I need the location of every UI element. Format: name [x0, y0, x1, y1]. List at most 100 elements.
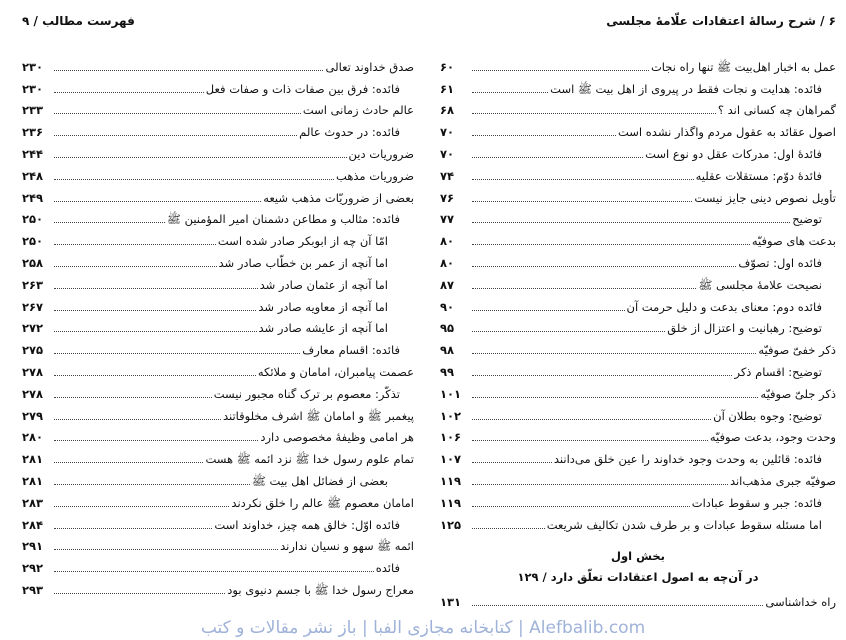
dot-leader [472, 244, 750, 246]
entry-page-number: ۲۷۸ [22, 364, 44, 379]
entry-title: ذکر جلیّ صوفیّه [760, 386, 836, 401]
entry-title: فائدهٔ اول: مدرکات عقل دو نوع است [645, 146, 822, 161]
dot-leader [472, 178, 694, 180]
entry-page-number: ۶۸ [440, 103, 455, 118]
toc-entry: اما آنچه از عایشه صادر شد ۲۷۲ [22, 314, 414, 335]
dot-leader [472, 91, 549, 93]
entry-title: تأویل نصوص دینی جایز نیست [694, 190, 836, 205]
entry-title: فائده: فرق بین صفات ذات و صفات فعل [205, 81, 400, 96]
entry-title: پیغمبر ﷺ و امامان ﷺ اشرف مخلوقاتند [222, 408, 414, 423]
entry-title: فائده: اقسام معارف [302, 343, 400, 358]
dot-leader [54, 200, 262, 202]
entry-title: توضیح [792, 212, 822, 227]
entry-title: فائده دوم: معنای بدعت و دلیل حرمت آن [626, 299, 823, 314]
entry-title: عمل به اخبار اهل‌بیت ﷺ تنها راه نجات [650, 59, 836, 74]
toc-entry: فائده اوّل: خالق همه چیز، خداوند است ۲۸۴ [22, 510, 414, 532]
toc-entry: فائده ۲۹۲ [22, 553, 414, 575]
entry-page-number: ۲۹۳ [22, 582, 44, 597]
dot-leader [472, 440, 708, 442]
entry-page-number: ۶۰ [440, 59, 455, 74]
dot-leader [54, 374, 256, 376]
entry-title: فائده: قائلین به وحدت وجود خداوند را عین… [553, 452, 822, 467]
toc-entry: راه خداشناسی ۱۳۱ [440, 588, 836, 609]
toc-entry: فائدهٔ دوّم: مستقلات عقلیه ۷۴ [440, 161, 836, 183]
dot-leader [54, 483, 250, 485]
toc-entry: فائده: جبر و سقوط عبادات ۱۱۹ [440, 488, 836, 510]
entry-page-number: ۲۸۰ [22, 430, 44, 445]
right-page: ۶ / شرح رسالهٔ اعتقادات علّامهٔ مجلسی عم… [440, 0, 836, 640]
entry-page-number: ۱۱۹ [440, 473, 462, 488]
entry-page-number: ۲۳۶ [22, 125, 44, 140]
dot-leader [54, 287, 258, 289]
dot-leader [54, 505, 230, 507]
entry-title: فائده: در حدوث عالم [299, 125, 400, 140]
entry-title: توضیح: رهبانیت و اعتزال از خلق [667, 321, 822, 336]
entry-title: فائده: جبر و سقوط عبادات [691, 495, 822, 510]
entry-page-number: ۲۵۰ [22, 212, 44, 227]
toc-entry: فائدهٔ اول: مدرکات عقل دو نوع است ۷۰ [440, 139, 836, 161]
entry-page-number: ۹۵ [440, 321, 455, 336]
dot-leader [472, 527, 545, 529]
entry-title: نصیحت علامهٔ مجلسی ﷺ [698, 277, 822, 292]
entry-page-number: ۲۳۳ [22, 103, 44, 118]
dot-leader [472, 222, 791, 224]
dot-leader [472, 331, 666, 333]
entry-page-number: ۲۴۸ [22, 168, 44, 183]
entry-title: صدق خداوند تعالی [325, 59, 414, 74]
entry-page-number: ۲۸۱ [22, 452, 44, 467]
entry-title: اما آنچه از معاویه صادر شد [258, 299, 388, 314]
entry-page-number: ۱۲۵ [440, 517, 462, 532]
dot-leader [54, 69, 324, 71]
dot-leader [54, 571, 374, 573]
dot-leader [54, 156, 347, 158]
entry-page-number: ۱۰۱ [440, 386, 462, 401]
entry-title: معراج رسول خدا ﷺ با جسم دنیوی بود [227, 582, 414, 597]
dot-leader [472, 113, 716, 115]
toc-entry: بعضی از ضروریّات مذهب شیعه ۲۴۹ [22, 183, 414, 205]
toc-entry: فائده دوم: معنای بدعت و دلیل حرمت آن ۹۰ [440, 292, 836, 314]
dot-leader [472, 462, 552, 464]
toc-entry: توضیح: وجوه بطلان آن ۱۰۲ [440, 401, 836, 423]
toc-entry: ضروریات دین ۲۴۴ [22, 139, 414, 161]
entry-title: اما آنچه از عمر بن خطّاب صادر شد [218, 255, 388, 270]
entry-title: تذکّر: معصوم بر ترک گناه مجبور نیست [213, 386, 400, 401]
toc-entry: اصول عقائد به عقول مردم واگذار نشده است ۷… [440, 117, 836, 139]
entry-page-number: ۸۰ [440, 234, 455, 249]
toc-entry: فائده: فرق بین صفات ذات و صفات فعل ۲۳۰ [22, 74, 414, 96]
entry-page-number: ۲۴۹ [22, 190, 44, 205]
entry-title: ذکر خفیّ صوفیّه [758, 343, 836, 358]
entry-page-number: ۱۰۲ [440, 408, 462, 423]
toc-entry: تمام علوم رسول خدا ﷺ نزد ائمه ﷺ هست ۲۸۱ [22, 444, 414, 466]
toc-entry: توضیح: اقسام ذکر ۹۹ [440, 357, 836, 379]
entry-title: هر امامی وظیفهٔ مخصوصی دارد [260, 430, 414, 445]
entry-title: فائده: هدایت و نجات فقط در پیروی از اهل … [550, 81, 822, 96]
dot-leader [472, 265, 737, 267]
dot-leader [472, 605, 764, 607]
entry-page-number: ۲۷۸ [22, 386, 44, 401]
entry-title: فائده: مثالب و مطاعن دشمنان امیر المؤمنی… [167, 212, 400, 227]
toc-entry: تذکّر: معصوم بر ترک گناه مجبور نیست ۲۷۸ [22, 379, 414, 401]
dot-leader [54, 91, 204, 93]
section-subtitle: در آن‌چه به اصول اعتقادات تعلّق دارد / ۱… [517, 569, 759, 584]
toc-entry: ذکر خفیّ صوفیّه ۹۸ [440, 335, 836, 357]
entry-page-number: ۲۶۳ [22, 277, 44, 292]
entry-title: بعضی از فضائل اهل بیت ﷺ [251, 473, 388, 488]
dot-leader [54, 135, 298, 137]
dot-leader [54, 418, 221, 420]
toc-entry: صدق خداوند تعالی ۲۳۰ [22, 52, 414, 74]
dot-leader [472, 156, 644, 158]
toc-entry: ائمه ﷺ سهو و نسیان ندارند ۲۹۱ [22, 532, 414, 553]
entry-page-number: ۸۷ [440, 277, 455, 292]
toc-entry: بعضی از فضائل اهل بیت ﷺ ۲۸۱ [22, 466, 414, 488]
toc-left: صدق خداوند تعالی ۲۳۰ فائده: فرق بین صفات ذ… [22, 52, 414, 597]
dot-leader [54, 549, 279, 551]
entry-page-number: ۱۰۷ [440, 452, 462, 467]
entry-title: عصمت پیامبران، امامان و ملائکه [257, 364, 414, 379]
entry-title: فائده اوّل: خالق همه چیز، خداوند است [214, 517, 400, 532]
entry-page-number: ۲۸۱ [22, 473, 44, 488]
entry-title: وحدت وجود، بدعت صوفیّه [709, 430, 836, 445]
dot-leader [472, 483, 728, 485]
entry-page-number: ۲۷۹ [22, 408, 44, 423]
dot-leader [54, 462, 204, 464]
toc-entry: امامان معصوم ﷺ عالم را خلق نکردند ۲۸۳ [22, 488, 414, 510]
